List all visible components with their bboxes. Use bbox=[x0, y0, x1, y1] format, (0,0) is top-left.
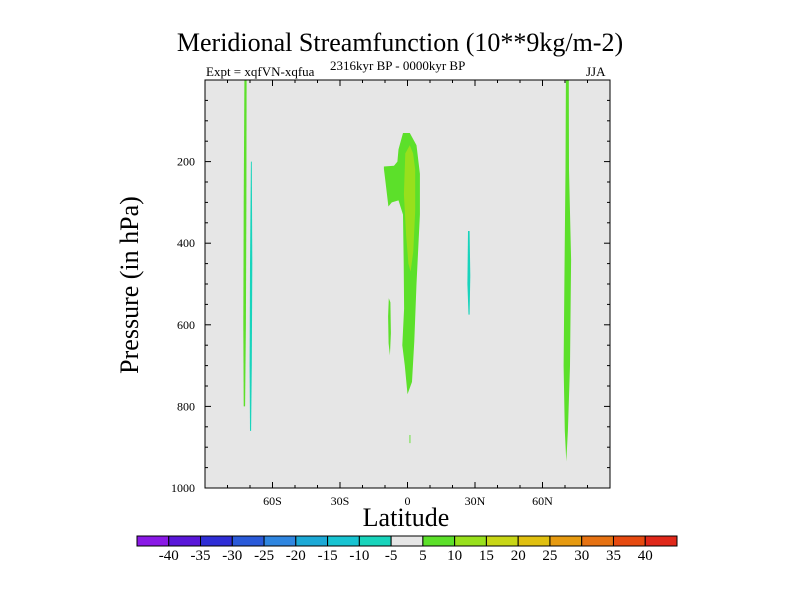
y-tick-label: 200 bbox=[177, 155, 195, 169]
colorbar-swatch bbox=[231, 535, 265, 547]
x-tick-label: 30S bbox=[331, 494, 350, 508]
contour-region-positive-5-10-small-sh-patch bbox=[388, 298, 391, 356]
y-tick-label: 1000 bbox=[171, 481, 195, 495]
colorbar-label: -15 bbox=[318, 548, 338, 564]
colorbar-swatch bbox=[485, 535, 519, 547]
contour-region-positive-5-10-nh-polar-column bbox=[563, 80, 572, 462]
colorbar-label: 10 bbox=[447, 548, 462, 564]
colorbar-swatch bbox=[581, 535, 614, 547]
colorbar-swatch bbox=[136, 535, 170, 547]
colorbar-label: 40 bbox=[638, 548, 653, 564]
colorbar-label: -25 bbox=[254, 548, 274, 564]
colorbar-label: -20 bbox=[286, 548, 306, 564]
contour-region-positive-5-10-dot-near-equator bbox=[409, 435, 411, 444]
colorbar-swatch bbox=[454, 535, 487, 547]
colorbar-swatch bbox=[358, 535, 392, 547]
colorbar-label: -35 bbox=[191, 548, 211, 564]
x-tick-label: 60N bbox=[532, 494, 553, 508]
x-tick-label: 0 bbox=[405, 494, 411, 508]
x-tick-label: 60S bbox=[263, 494, 282, 508]
contour-region-negative-5-10-nh-column bbox=[467, 231, 471, 315]
chart-title: Meridional Streamfunction (10**9kg/m-2) bbox=[176, 28, 624, 57]
colorbar-swatch bbox=[612, 535, 646, 547]
x-axis-label: Latitude bbox=[362, 503, 450, 532]
colorbar-label: 35 bbox=[606, 548, 621, 564]
colorbar-label: -30 bbox=[222, 548, 242, 564]
colorbar-swatch bbox=[168, 535, 202, 547]
colorbar-label: -10 bbox=[349, 548, 369, 564]
colorbar-label: 25 bbox=[542, 548, 557, 564]
colorbar-swatch bbox=[549, 535, 583, 547]
colorbar-swatch bbox=[327, 535, 360, 547]
colorbar-swatch bbox=[200, 535, 233, 547]
y-tick-label: 400 bbox=[177, 236, 195, 250]
contour-region-negative-5-10-sh-polar-column bbox=[249, 161, 253, 431]
colorbar-label: 15 bbox=[479, 548, 494, 564]
x-tick-label: 30N bbox=[465, 494, 486, 508]
y-tick-label: 600 bbox=[177, 318, 195, 332]
colorbar-swatch bbox=[422, 535, 456, 547]
chart-subtitle: 2316kyr BP - 0000kyr BP bbox=[330, 58, 466, 73]
contour-region-positive-10-15-equatorial-core bbox=[403, 145, 416, 272]
season-label: JJA bbox=[586, 64, 606, 79]
colorbar-swatch bbox=[644, 535, 678, 547]
experiment-label: Expt = xqfVN-xqfua bbox=[206, 64, 315, 79]
contour-region-positive-5-10-sh-polar-column bbox=[243, 80, 247, 407]
colorbar-swatch bbox=[263, 535, 297, 547]
y-tick-label: 800 bbox=[177, 399, 195, 413]
colorbar-label: 30 bbox=[574, 548, 589, 564]
colorbar-label: -40 bbox=[159, 548, 179, 564]
colorbar-label: 5 bbox=[419, 548, 427, 564]
colorbar-label: -5 bbox=[385, 548, 398, 564]
colorbar-swatch bbox=[390, 535, 424, 547]
colorbar-swatch bbox=[295, 535, 329, 547]
colorbar-swatch bbox=[517, 535, 551, 547]
colorbar-label: 20 bbox=[511, 548, 526, 564]
